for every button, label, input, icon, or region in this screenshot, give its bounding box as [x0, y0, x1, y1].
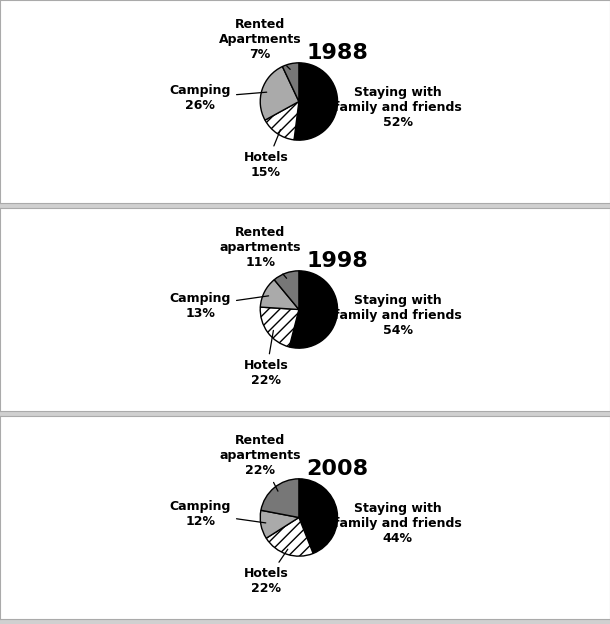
Text: 1988: 1988 — [307, 43, 368, 63]
Text: Hotels
15%: Hotels 15% — [243, 130, 289, 179]
Text: 1998: 1998 — [307, 251, 368, 271]
Wedge shape — [274, 271, 299, 310]
Text: Hotels
22%: Hotels 22% — [243, 549, 289, 595]
Wedge shape — [265, 102, 299, 140]
Text: Hotels
22%: Hotels 22% — [243, 331, 289, 388]
Wedge shape — [282, 63, 299, 102]
Text: Rented
Apartments
7%: Rented Apartments 7% — [219, 18, 301, 69]
Text: Staying with
family and friends
44%: Staying with family and friends 44% — [328, 502, 461, 545]
Text: Rented
apartments
11%: Rented apartments 11% — [220, 226, 301, 278]
Wedge shape — [260, 280, 299, 310]
Text: Staying with
family and friends
52%: Staying with family and friends 52% — [328, 86, 461, 129]
Wedge shape — [294, 63, 337, 140]
Wedge shape — [261, 479, 299, 517]
Wedge shape — [260, 307, 299, 347]
Text: Camping
26%: Camping 26% — [170, 84, 267, 112]
Text: Staying with
family and friends
54%: Staying with family and friends 54% — [328, 294, 461, 337]
Wedge shape — [289, 271, 337, 348]
Wedge shape — [299, 479, 337, 553]
Wedge shape — [260, 510, 299, 539]
Wedge shape — [260, 67, 299, 120]
Text: Camping
13%: Camping 13% — [170, 291, 268, 319]
Text: Rented
apartments
22%: Rented apartments 22% — [220, 434, 301, 491]
Text: 2008: 2008 — [306, 459, 368, 479]
Text: Camping
12%: Camping 12% — [170, 500, 266, 528]
Wedge shape — [266, 517, 313, 556]
